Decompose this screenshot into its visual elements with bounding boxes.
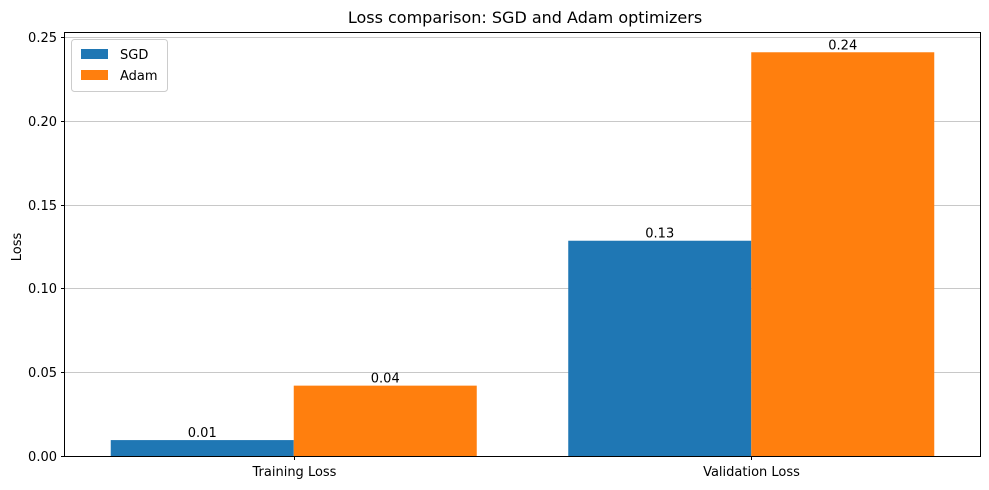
x-tick-label: Validation Loss — [703, 465, 800, 480]
y-axis-ticks: 0.00 0.05 0.10 0.15 0.20 0.25 — [28, 31, 65, 465]
legend-swatch-adam — [81, 70, 108, 80]
bar-sgd-0 — [110, 440, 294, 456]
x-tick-label: Training Loss — [252, 465, 337, 480]
bar-value-label: 0.13 — [645, 227, 674, 242]
y-tick-label: 0.05 — [28, 366, 57, 381]
bars-group — [110, 52, 935, 456]
y-tick-label: 0.00 — [28, 450, 57, 465]
legend-label-sgd: SGD — [120, 48, 148, 63]
chart-title: Loss comparison: SGD and Adam optimizers — [348, 8, 702, 27]
bar-adam-0 — [293, 385, 477, 456]
legend-swatch-sgd — [81, 49, 108, 59]
bar-sgd-1 — [568, 240, 752, 456]
y-tick-label: 0.20 — [28, 115, 57, 130]
legend: SGD Adam — [71, 39, 168, 92]
plot-frame — [64, 32, 981, 457]
legend-label-adam: Adam — [120, 69, 158, 84]
y-tick-label: 0.15 — [28, 199, 57, 214]
bar-value-label: 0.24 — [828, 38, 857, 53]
bar-adam-1 — [751, 52, 935, 456]
bar-labels-group: 0.01 0.13 0.04 0.24 — [188, 38, 857, 441]
bar-value-label: 0.04 — [371, 372, 400, 387]
y-axis-label: Loss — [10, 233, 25, 262]
bar-value-label: 0.01 — [188, 426, 217, 441]
y-tick-label: 0.25 — [28, 31, 57, 46]
x-axis-ticks: Training Loss Validation Loss — [252, 456, 800, 480]
y-tick-label: 0.10 — [28, 282, 57, 297]
